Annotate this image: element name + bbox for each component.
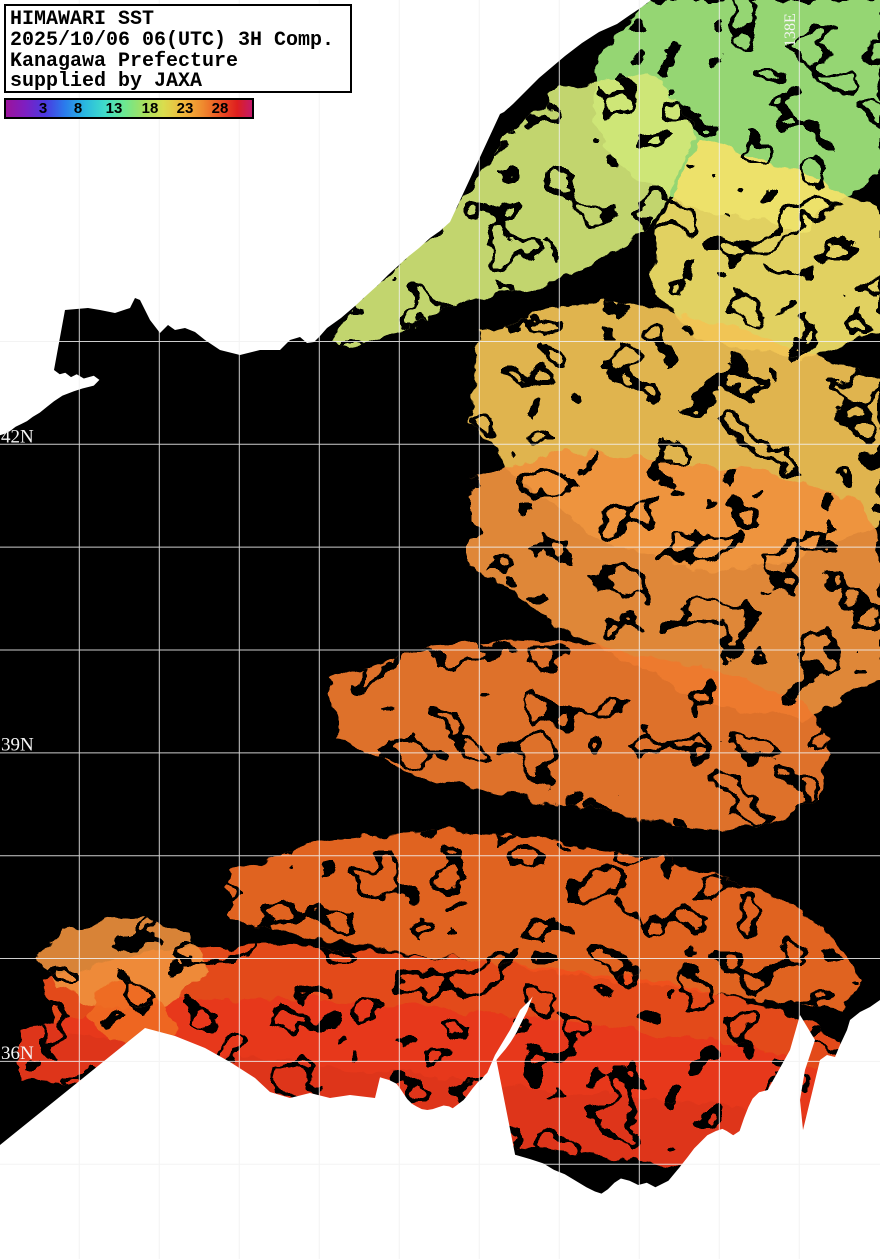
svg-text:138E: 138E	[782, 13, 799, 47]
svg-text:36N: 36N	[1, 1043, 34, 1064]
svg-text:42N: 42N	[1, 427, 34, 448]
svg-text:39N: 39N	[1, 735, 34, 756]
